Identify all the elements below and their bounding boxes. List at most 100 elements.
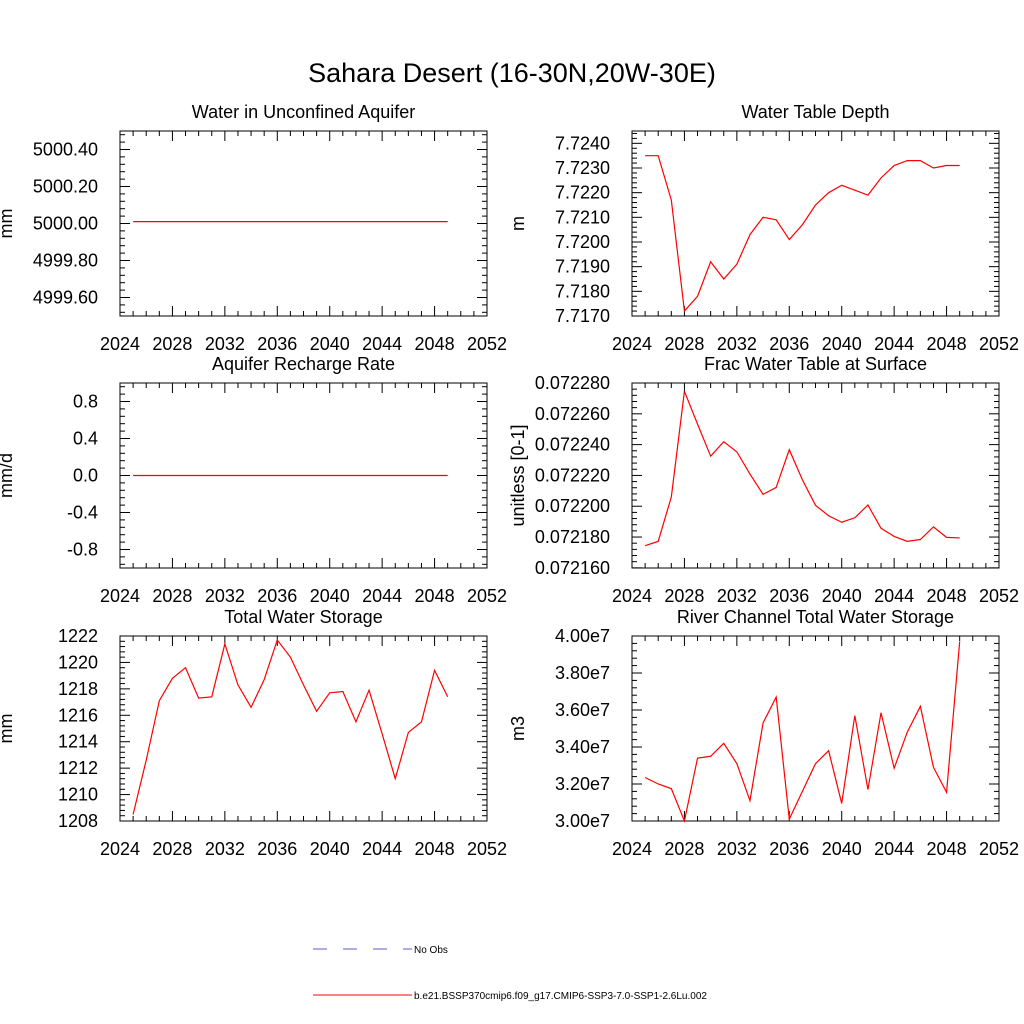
x-tick-label: 2048	[415, 839, 455, 859]
y-tick-label: 1220	[58, 652, 98, 672]
y-axis-label: mm/d	[0, 453, 16, 498]
x-tick-label: 2032	[717, 839, 757, 859]
x-tick-label: 2044	[874, 586, 914, 606]
panels: Water in Unconfined Aquifer mm 2024 2028 203…	[0, 102, 1019, 859]
y-tick-label: 3.80e7	[555, 663, 610, 683]
x-tick-label: 2052	[979, 334, 1019, 354]
y-tick-label: 3.40e7	[555, 737, 610, 757]
x-tick-label: 2040	[310, 839, 350, 859]
y-tick-label: 0.072200	[535, 496, 610, 516]
panel-1: Water in Unconfined Aquifer mm 2024 2028 203…	[0, 102, 507, 354]
legend: No Obs b.e21.BSSP370cmip6.f09_g17.CMIP6-…	[313, 945, 707, 1002]
x-tick-label: 2036	[769, 334, 809, 354]
x-tick-label: 2032	[205, 839, 245, 859]
x-tick-label: 2040	[822, 334, 862, 354]
x-tick-label: 2048	[415, 586, 455, 606]
x-tick-label: 2032	[717, 586, 757, 606]
y-tick-label: 5000.00	[33, 214, 98, 234]
y-tick-label: 4.00e7	[555, 626, 610, 646]
plot-frame	[631, 382, 1000, 569]
x-tick-label: 2048	[927, 586, 967, 606]
y-axis-label: mm	[0, 714, 16, 744]
panel-title: Water Table Depth	[741, 102, 889, 122]
x-tick-label: 2052	[979, 586, 1019, 606]
x-tick-label: 2048	[927, 839, 967, 859]
x-tick-label: 2052	[979, 839, 1019, 859]
y-tick-label: 7.7190	[555, 257, 610, 277]
y-tick-label: 1214	[58, 732, 98, 752]
panel-2: Water Table Depth m 2024 2028 2032 2036 2040 20…	[508, 102, 1019, 354]
x-tick-label: 2024	[100, 334, 140, 354]
x-tick-label: 2036	[257, 586, 297, 606]
series-line	[132, 638, 449, 815]
y-tick-label: 7.7210	[555, 207, 610, 227]
y-tick-label: 7.7180	[555, 281, 610, 301]
x-tick-label: 2044	[362, 586, 402, 606]
y-tick-label: -0.4	[67, 503, 98, 523]
x-tick-label: 2052	[467, 839, 507, 859]
y-tick-label: 7.7220	[555, 183, 610, 203]
x-tick-label: 2024	[612, 839, 652, 859]
x-tick-label: 2040	[310, 334, 350, 354]
x-tick-label: 2036	[769, 839, 809, 859]
legend-label-model: b.e21.BSSP370cmip6.f09_g17.CMIP6-SSP3-7.…	[414, 991, 707, 1002]
plot-frame	[631, 130, 1000, 317]
x-tick-label: 2032	[717, 334, 757, 354]
x-tick-label: 2028	[664, 334, 704, 354]
y-tick-label: 0.8	[73, 392, 98, 412]
x-tick-label: 2044	[362, 839, 402, 859]
y-tick-label: 0.072240	[535, 435, 610, 455]
y-tick-label: 7.7200	[555, 232, 610, 252]
plot-frame	[119, 130, 488, 317]
x-tick-label: 2044	[362, 334, 402, 354]
y-axis-label: m3	[508, 716, 528, 741]
y-tick-label: 1210	[58, 785, 98, 805]
y-tick-label: 1208	[58, 811, 98, 831]
panel-5: Total Water Storage mm 2024 2028 2032 2036 204…	[0, 607, 507, 859]
figure-title: Sahara Desert (16-30N,20W-30E)	[308, 58, 716, 88]
panel-title: Aquifer Recharge Rate	[212, 354, 395, 374]
x-tick-label: 2032	[205, 586, 245, 606]
panel-6: River Channel Total Water Storage m3 2024 2…	[508, 607, 1019, 859]
y-tick-label: 1218	[58, 679, 98, 699]
y-axis-label: m	[508, 216, 528, 231]
y-axis-label: unitless [0-1]	[508, 424, 528, 526]
x-tick-label: 2052	[467, 586, 507, 606]
panel-title: Water in Unconfined Aquifer	[192, 102, 415, 122]
y-tick-label: 0.072180	[535, 527, 610, 547]
panel-title: River Channel Total Water Storage	[677, 607, 954, 627]
y-tick-label: 3.00e7	[555, 811, 610, 831]
x-tick-label: 2024	[612, 334, 652, 354]
x-tick-label: 2024	[100, 586, 140, 606]
x-tick-label: 2028	[664, 586, 704, 606]
x-tick-label: 2040	[310, 586, 350, 606]
y-tick-label: 7.7240	[555, 133, 610, 153]
x-tick-label: 2044	[874, 334, 914, 354]
x-tick-label: 2036	[257, 839, 297, 859]
y-tick-label: 5000.40	[33, 140, 98, 160]
y-tick-label: 1216	[58, 705, 98, 725]
x-tick-label: 2040	[822, 839, 862, 859]
y-tick-label: 0.072160	[535, 558, 610, 578]
panel-title: Total Water Storage	[224, 607, 382, 627]
y-tick-label: 7.7230	[555, 158, 610, 178]
y-tick-label: 0.0	[73, 466, 98, 486]
series-line	[644, 391, 960, 547]
series-line	[645, 155, 960, 313]
x-tick-label: 2028	[152, 839, 192, 859]
panel-4: Frac Water Table at Surface unitless [0-1…	[508, 354, 1019, 606]
x-tick-label: 2028	[664, 839, 704, 859]
x-tick-label: 2036	[769, 586, 809, 606]
plot-frame	[631, 635, 1000, 822]
y-tick-label: 3.20e7	[555, 774, 610, 794]
y-tick-label: 3.60e7	[555, 700, 610, 720]
y-tick-label: 0.072260	[535, 404, 610, 424]
x-tick-label: 2028	[152, 586, 192, 606]
x-tick-label: 2048	[415, 334, 455, 354]
y-tick-label: -0.8	[67, 540, 98, 560]
y-tick-label: 0.072220	[535, 465, 610, 485]
y-tick-label: 7.7170	[555, 306, 610, 326]
y-tick-label: 1222	[58, 626, 98, 646]
panel-title: Frac Water Table at Surface	[704, 354, 927, 374]
